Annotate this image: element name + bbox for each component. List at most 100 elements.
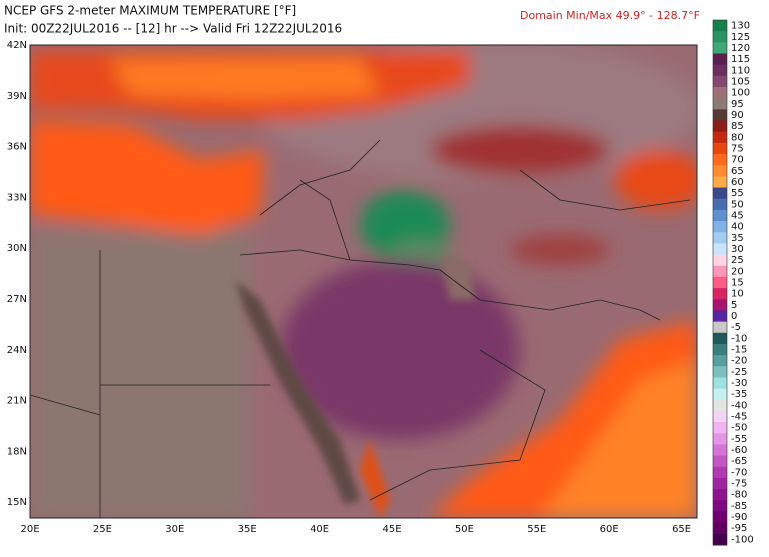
colorbar-label: 45 [731, 210, 744, 221]
colorbar-cell [713, 176, 727, 189]
colorbar-cell [713, 343, 727, 356]
colorbar-cell [713, 53, 727, 66]
lat-label: 21N [7, 396, 27, 407]
colorbar-cell [713, 265, 727, 278]
colorbar-cell [713, 332, 727, 345]
lon-label: 60E [600, 524, 619, 535]
colorbar-cell [713, 366, 727, 378]
lon-label: 35E [238, 524, 257, 535]
colorbar-label: -55 [731, 434, 747, 445]
colorbar-label: 15 [731, 278, 744, 289]
colorbar-cell [713, 232, 727, 244]
colorbar-label: -35 [731, 389, 747, 400]
colorbar-label: -85 [731, 501, 747, 512]
domain-range: Domain Min/Max 49.9° - 128.7°F [520, 9, 700, 22]
colorbar-label: -20 [731, 356, 747, 367]
colorbar-frame [712, 19, 728, 546]
colorbar-cell [713, 489, 727, 501]
title: NCEP GFS 2-meter MAXIMUM TEMPERATURE [°F… [4, 4, 296, 18]
colorbar-cell [713, 75, 727, 88]
colorbar-cell [713, 165, 727, 177]
lon-label: 30E [165, 524, 184, 535]
colorbar-cell [713, 20, 727, 32]
colorbar-label: 50 [731, 199, 744, 210]
colorbar-cell [713, 154, 727, 166]
colorbar-label: -10 [731, 333, 747, 344]
colorbar-label: 30 [731, 244, 744, 255]
colorbar-cell [713, 109, 727, 122]
colorbar-label: -30 [731, 378, 747, 389]
colorbar-cell [713, 511, 727, 524]
colorbar-cell [713, 310, 727, 323]
colorbar-label: 40 [731, 222, 744, 233]
lon-label: 45E [382, 524, 401, 535]
colorbar-label: 105 [731, 76, 750, 87]
colorbar-label: -65 [731, 456, 747, 467]
lat-label: 24N [7, 345, 27, 356]
colorbar-cell [713, 142, 727, 155]
colorbar-label: -45 [731, 412, 747, 423]
colorbar-cell [713, 410, 727, 423]
colorbar-label: 0 [731, 311, 737, 322]
colorbar-cell [713, 522, 727, 535]
lat-label: 18N [7, 446, 27, 457]
lat-label: 42N [7, 40, 27, 51]
colorbar-label: 55 [731, 188, 744, 199]
colorbar-label: 75 [731, 143, 744, 154]
colorbar-label: 120 [731, 43, 750, 54]
colorbar-cell [713, 299, 727, 311]
colorbar-label: 95 [731, 99, 744, 110]
colorbar-cell [713, 120, 727, 133]
colorbar-cell [713, 276, 727, 289]
colorbar-label: -100 [731, 534, 754, 545]
lat-label: 33N [7, 192, 27, 203]
colorbar-label: -80 [731, 490, 747, 501]
lat-label: 39N [7, 91, 27, 102]
lon-label: 50E [455, 524, 474, 535]
colorbar-cell [713, 377, 727, 390]
colorbar-label: -60 [731, 445, 747, 456]
colorbar-label: 65 [731, 166, 744, 177]
colorbar-cell [713, 477, 727, 490]
colorbar-label: -5 [731, 322, 741, 333]
colorbar-label: 25 [731, 255, 744, 266]
colorbar-cell [713, 221, 727, 233]
colorbar-label: -95 [731, 523, 747, 534]
colorbar-label: -15 [731, 345, 747, 356]
colorbar-cell [713, 243, 727, 256]
colorbar-cell [713, 98, 727, 110]
colorbar-label: 125 [731, 32, 750, 43]
colorbar-label: -70 [731, 467, 747, 478]
colorbar-cell [713, 422, 727, 434]
colorbar-cell [713, 131, 727, 144]
colorbar-label: -25 [731, 367, 747, 378]
colorbar-label: -50 [731, 423, 747, 434]
colorbar-cell [713, 31, 727, 43]
colorbar-cell [713, 87, 727, 99]
colorbar-label: 110 [731, 65, 750, 76]
colorbar-cell [713, 444, 727, 457]
colorbar-cell [713, 288, 727, 300]
colorbar-label: 85 [731, 121, 744, 132]
colorbar-label: 60 [731, 177, 744, 188]
lat-label: 15N [7, 497, 27, 508]
lat-label: 36N [7, 142, 27, 153]
colorbar-cell [713, 198, 727, 211]
colorbar-cell [713, 533, 727, 546]
colorbar-label: 5 [731, 300, 737, 311]
lon-label: 25E [93, 524, 112, 535]
colorbar-label: 20 [731, 266, 744, 277]
colorbar-label: 100 [731, 88, 750, 99]
colorbar-label: 70 [731, 155, 744, 166]
colorbar-label: 130 [731, 21, 750, 32]
colorbar-label: 10 [731, 289, 744, 300]
lat-label: 27N [7, 294, 27, 305]
colorbar-cell [713, 388, 727, 401]
colorbar-cell [713, 209, 727, 222]
colorbar-label: -40 [731, 400, 747, 411]
colorbar-cell [713, 187, 727, 200]
colorbar-cell [713, 42, 727, 55]
colorbar-cell [713, 466, 727, 479]
